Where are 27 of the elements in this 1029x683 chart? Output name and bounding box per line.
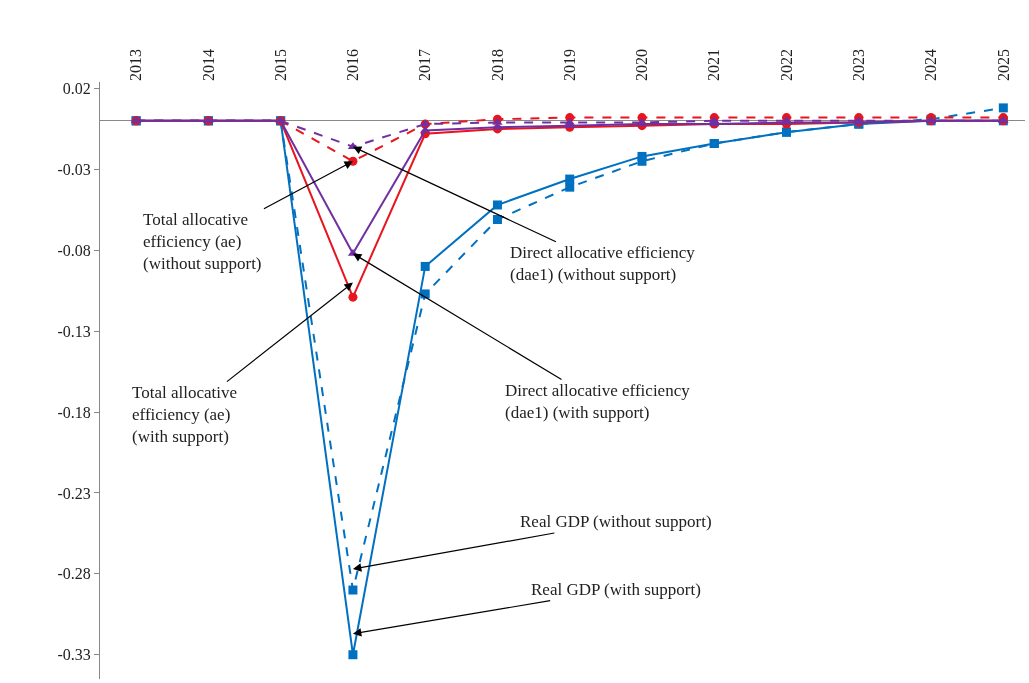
y-tick-label: -0.33	[57, 646, 91, 664]
x-tick-label: 2019	[560, 49, 578, 81]
y-tick-label: -0.13	[57, 322, 91, 340]
annotation: Total allocative efficiency (ae) (without support)	[143, 210, 262, 274]
y-tick-label: -0.28	[57, 565, 91, 583]
annotation: Real GDP (with support)	[531, 580, 701, 599]
y-tick-label: -0.08	[57, 241, 91, 259]
x-tick-label: 2017	[416, 49, 434, 81]
x-tick-label: 2025	[994, 49, 1012, 81]
x-tick-label: 2024	[922, 49, 940, 81]
y-tick-label: -0.23	[57, 484, 91, 502]
x-tick-label: 2015	[271, 49, 289, 81]
x-tick-label: 2020	[633, 49, 651, 81]
x-tick-label: 2023	[849, 49, 867, 81]
x-tick-label: 2021	[705, 49, 723, 81]
annotation: Direct allocative efficiency (dae1) (without support)	[510, 243, 696, 285]
y-tick-label: 0.02	[62, 80, 91, 98]
x-tick-label: 2014	[199, 49, 217, 81]
x-tick-label: 2018	[488, 49, 506, 81]
annotation: Real GDP (without support)	[520, 512, 712, 531]
y-tick-label: -0.03	[57, 160, 91, 178]
y-tick-label: -0.18	[57, 403, 91, 421]
x-tick-label: 2013	[127, 49, 145, 81]
annotation: Direct allocative efficiency (dae1) (with support)	[505, 381, 691, 423]
annotation: Total allocative efficiency (ae) (with support)	[132, 383, 238, 447]
x-tick-label: 2016	[344, 49, 362, 81]
x-tick-label: 2022	[777, 49, 795, 81]
